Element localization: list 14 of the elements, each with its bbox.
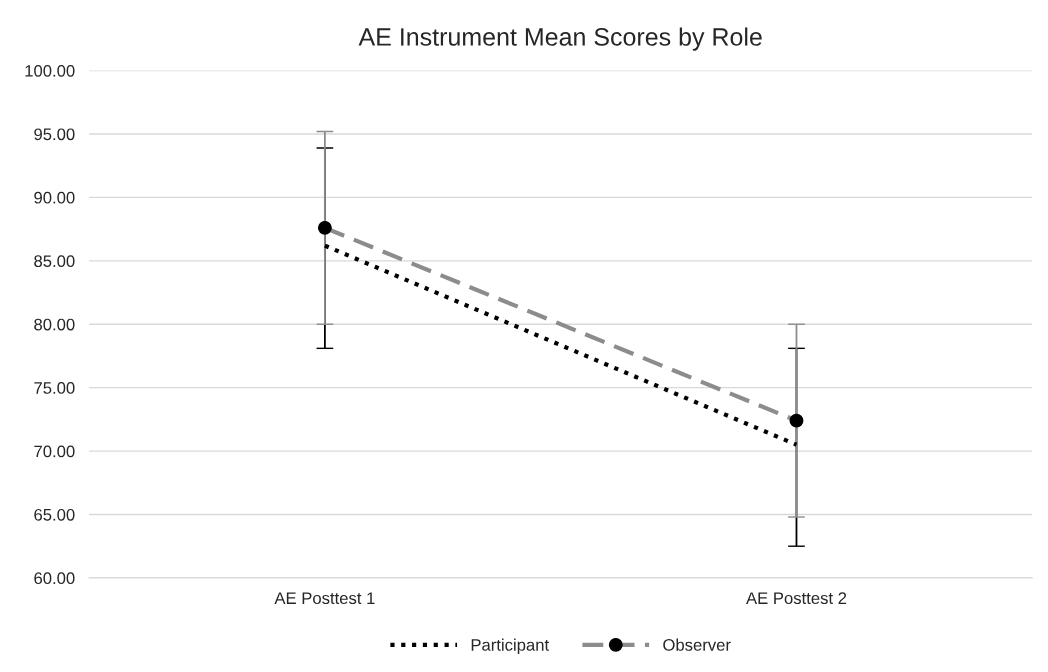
y-tick-label: 95.00 [34,128,75,141]
y-tick-label: 85.00 [34,255,75,268]
y-tick-label: 65.00 [34,508,75,521]
y-tick-label: 90.00 [34,191,75,204]
y-tick-label: 80.00 [34,318,75,331]
chart-title: AE Instrument Mean Scores by Role [358,27,762,51]
y-tick-label: 60.00 [34,572,75,585]
legend-label: Observer [663,638,731,651]
y-tick-label: 70.00 [34,445,75,458]
legend-label: Participant [471,638,549,655]
y-tick-label: 100.00 [25,64,75,77]
y-tick-label: 75.00 [34,382,75,394]
x-tick-label: AE Posttest 1 [274,592,375,605]
x-tick-label: AE Posttest 2 [746,592,847,605]
